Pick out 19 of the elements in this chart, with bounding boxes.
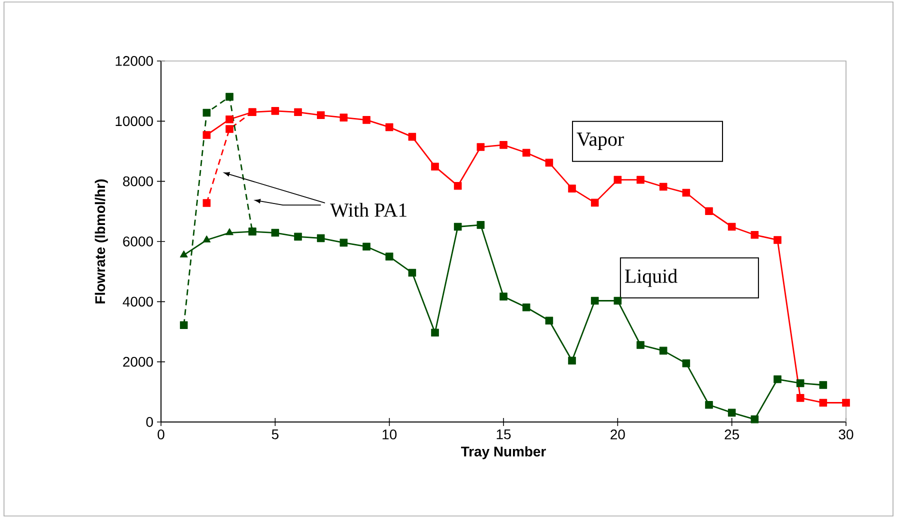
annotation: With PA1 bbox=[330, 202, 406, 217]
y-tick-label: 4000 bbox=[122, 296, 153, 307]
y-tick-label: 0 bbox=[146, 417, 153, 427]
x-tick-label: 5 bbox=[272, 430, 278, 440]
x-tick-label: 25 bbox=[724, 430, 740, 440]
series-label: Liquid bbox=[625, 268, 678, 287]
y-axis-title: Flowrate (lbmol/hr) bbox=[94, 179, 108, 304]
x-tick-label: 10 bbox=[382, 430, 397, 440]
x-tick-label: 15 bbox=[496, 430, 511, 440]
y-tick-label: 2000 bbox=[123, 356, 153, 367]
x-tick-label: 20 bbox=[610, 430, 625, 440]
series-label: Vapor bbox=[576, 132, 624, 150]
x-axis-title: Tray Number bbox=[461, 446, 546, 460]
x-tick-label: 0 bbox=[158, 430, 164, 440]
y-tick-label: 12000 bbox=[116, 56, 153, 66]
y-tick-label: 10000 bbox=[116, 116, 153, 126]
y-tick-label: 6000 bbox=[123, 236, 153, 246]
y-tick-label: 8000 bbox=[123, 176, 153, 186]
x-tick-label: 30 bbox=[838, 430, 854, 440]
